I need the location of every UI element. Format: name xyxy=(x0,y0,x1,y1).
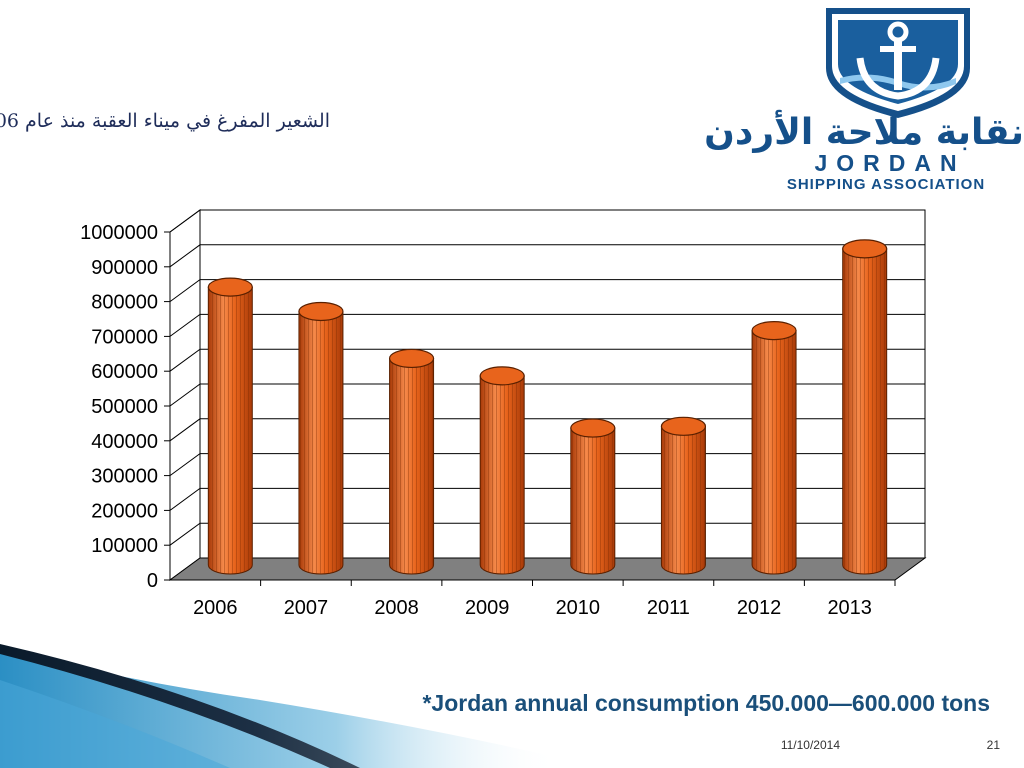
bar-2009 xyxy=(479,366,525,575)
gridline xyxy=(169,279,925,303)
bar-chart: 0 100000 200000 300000 400000 500000 600000 700… xyxy=(80,209,927,619)
y-tick-label: 600000 xyxy=(91,361,158,383)
y-tick-label: 100000 xyxy=(91,535,158,557)
slide-title: الشعير المفرغ في ميناء العقبة منذ عام 20… xyxy=(0,110,330,132)
bar-2011 xyxy=(660,416,707,575)
gridline xyxy=(169,348,925,372)
x-tick-label: 2013 xyxy=(827,597,872,619)
bar-ribs xyxy=(298,311,343,574)
gridline xyxy=(169,383,925,407)
x-tick-label: 2010 xyxy=(556,597,601,619)
y-tick-label: 0 xyxy=(147,570,158,592)
bar-top xyxy=(660,416,707,436)
bar-2007 xyxy=(298,301,344,575)
gridline xyxy=(169,244,925,268)
date-label: 11/10/2014 xyxy=(780,738,840,752)
bar-top xyxy=(842,239,888,259)
x-tick-label: 2007 xyxy=(284,597,329,619)
bar-2012 xyxy=(751,321,797,575)
bar-ribs xyxy=(661,426,706,574)
bar-ribs xyxy=(208,287,253,574)
bar-ribs xyxy=(570,428,615,574)
logo-arabic-name: نقابة ملاحة الأردن xyxy=(704,112,1024,153)
bar-2006 xyxy=(207,277,253,575)
x-tick-label: 2011 xyxy=(647,597,690,619)
bar-top xyxy=(298,301,344,322)
chart-floor xyxy=(168,557,927,581)
bar-ribs xyxy=(842,248,887,574)
bar-ribs xyxy=(752,330,797,574)
slide-title-text: الشعير المفرغ في ميناء العقبة منذ عام 20… xyxy=(0,110,330,132)
bar-top xyxy=(207,277,253,297)
bar-top xyxy=(570,418,616,438)
chart-bars xyxy=(207,239,888,575)
y-tick-label: 800000 xyxy=(91,292,158,314)
bar-top xyxy=(751,321,797,341)
bar-top xyxy=(479,366,525,386)
logo-shipping-association-text: SHIPPING ASSOCIATION xyxy=(786,176,986,193)
y-tick-label: 400000 xyxy=(91,431,158,453)
x-tick-label: 2008 xyxy=(374,597,419,619)
bar-2010 xyxy=(570,418,616,575)
anchor-emblem-icon xyxy=(826,8,970,118)
y-tick-label: 1000000 xyxy=(80,222,158,244)
y-tick-label: 500000 xyxy=(91,396,158,418)
bar-ribs xyxy=(389,358,434,574)
x-tick-label: 2009 xyxy=(465,597,510,619)
jordan-shipping-association-logo: نقابة ملاحة الأردن JORDAN SHIPPING ASSOC… xyxy=(704,0,1024,205)
bar-ribs xyxy=(480,375,525,574)
page-number: 21 xyxy=(986,738,1000,752)
decorative-swoosh xyxy=(0,644,560,768)
y-tick-label: 200000 xyxy=(91,500,158,522)
y-tick-label: 300000 xyxy=(91,466,158,488)
bar-2013 xyxy=(842,239,888,575)
bar-2008 xyxy=(388,348,435,575)
gridline xyxy=(169,209,925,233)
y-axis: 0 100000 200000 300000 400000 500000 600000 700… xyxy=(80,222,171,592)
x-axis: 2006 2007 2008 2009 2010 2011 2012 2013 xyxy=(170,579,896,619)
footnote: *Jordan annual consumption 450.000—600.0… xyxy=(422,690,990,716)
bar-top xyxy=(388,348,435,369)
logo-jordan-text: JORDAN xyxy=(814,150,966,176)
gridline xyxy=(169,313,925,337)
x-tick-label: 2012 xyxy=(737,597,782,619)
y-tick-label: 900000 xyxy=(91,257,158,279)
x-tick-label: 2006 xyxy=(193,597,238,619)
y-tick-label: 700000 xyxy=(91,326,158,348)
chart-plot-area xyxy=(168,209,927,581)
